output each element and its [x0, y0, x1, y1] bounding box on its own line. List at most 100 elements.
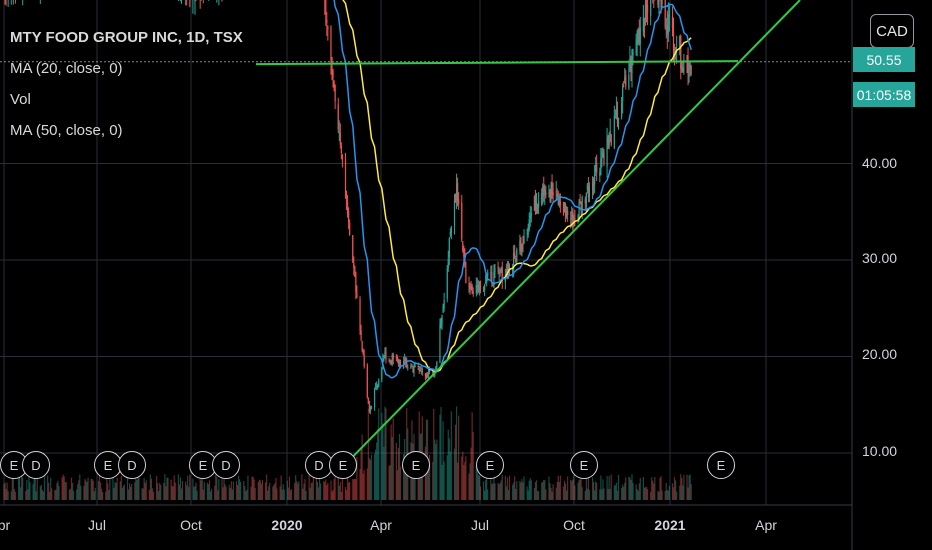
- candle-body: [412, 367, 414, 372]
- volume-bar: [470, 447, 472, 500]
- volume-bar: [564, 483, 567, 500]
- candle-body: [614, 117, 616, 119]
- volume-bar: [63, 476, 65, 500]
- chart-grid: [0, 0, 852, 505]
- x-tick-label: Jul: [471, 517, 489, 533]
- currency-button[interactable]: CAD: [870, 14, 914, 48]
- candle-body: [479, 280, 482, 290]
- volume-bar: [4, 482, 6, 500]
- earnings-event-marker[interactable]: E: [329, 451, 357, 479]
- earnings-event-marker[interactable]: E: [94, 451, 122, 479]
- candle-body: [407, 367, 409, 369]
- dividend-event-marker[interactable]: D: [118, 451, 146, 479]
- volume-bar: [370, 454, 373, 500]
- candle-body: [545, 192, 547, 196]
- volume-bar: [247, 475, 249, 500]
- volume-bar: [250, 486, 252, 500]
- candle-body: [450, 226, 452, 233]
- candle-body: [368, 403, 370, 412]
- volume-bar: [302, 488, 304, 500]
- volume-bar: [673, 477, 676, 500]
- candle-body: [419, 369, 421, 372]
- earnings-event-marker[interactable]: E: [570, 451, 598, 479]
- volume-bar: [686, 474, 688, 500]
- symbol-title[interactable]: MTY FOOD GROUP INC, 1D, TSX: [10, 29, 243, 46]
- volume-bar: [548, 476, 550, 500]
- volume-bar: [41, 490, 44, 500]
- dividend-event-marker[interactable]: D: [212, 451, 240, 479]
- candle-body: [562, 204, 565, 214]
- volume-bar: [354, 478, 356, 500]
- volume-bar: [586, 488, 588, 500]
- uptrend-line: [351, 0, 801, 459]
- dividend-event-marker[interactable]: D: [22, 451, 50, 479]
- candle-body: [661, 0, 663, 4]
- volume-bar: [312, 475, 314, 500]
- candle-body: [637, 29, 639, 45]
- volume-bar: [257, 481, 259, 500]
- candle-body: [527, 226, 529, 235]
- volume-bar: [434, 439, 436, 500]
- volume-bar: [545, 489, 547, 500]
- volume-bar: [455, 406, 458, 500]
- legend-vol[interactable]: Vol: [10, 91, 31, 108]
- volume-bar: [666, 490, 668, 500]
- candle-body: [472, 291, 474, 295]
- candle-body: [660, 0, 662, 8]
- volume-bar: [200, 480, 202, 500]
- candle-body: [352, 235, 354, 263]
- x-tick-label: 2021: [654, 517, 686, 533]
- candle-body: [625, 75, 627, 86]
- volume-bar: [664, 491, 666, 500]
- candle-body: [658, 0, 660, 10]
- candle-body: [645, 3, 648, 10]
- volume-bar: [650, 491, 652, 500]
- volume-bar: [462, 451, 464, 500]
- volume-bar: [267, 490, 269, 500]
- volume-bar: [286, 480, 288, 500]
- volume-bar: [327, 483, 329, 500]
- volume-bar: [567, 476, 569, 500]
- candle-body: [594, 174, 596, 185]
- earnings-event-marker[interactable]: E: [476, 451, 504, 479]
- volume-bar: [676, 491, 678, 500]
- volume-bar: [39, 486, 41, 500]
- volume-bar: [476, 462, 478, 500]
- volume-bar: [585, 477, 587, 500]
- volume-bar: [28, 477, 30, 500]
- volume-bar: [105, 491, 107, 500]
- volume-bar: [151, 488, 154, 500]
- legend-ma20[interactable]: MA (20, close, 0): [10, 60, 123, 77]
- volume-bar: [18, 475, 21, 500]
- legend-ma50[interactable]: MA (50, close, 0): [10, 122, 123, 139]
- volume-bar: [565, 490, 568, 500]
- candle-body: [543, 185, 545, 193]
- volume-bar: [369, 459, 372, 500]
- candle-body: [468, 283, 470, 287]
- candle-body: [666, 25, 668, 36]
- earnings-event-marker[interactable]: E: [402, 451, 430, 479]
- volume-bar: [376, 442, 378, 500]
- volume-bar: [65, 482, 67, 500]
- candle-body: [624, 77, 626, 83]
- candle-body: [556, 193, 558, 198]
- volume-bar: [216, 477, 218, 500]
- candle-body: [646, 4, 649, 14]
- volume-bar: [201, 474, 203, 500]
- volume-bar: [56, 483, 58, 500]
- volume-bar: [177, 474, 179, 500]
- volume-bar: [109, 478, 111, 500]
- candle-body: [520, 237, 522, 251]
- candle-body: [348, 211, 350, 223]
- candle-body: [533, 196, 536, 211]
- volume-bar: [623, 486, 625, 500]
- volume-bar: [534, 482, 537, 500]
- volume-bar: [17, 477, 20, 500]
- candle-body: [426, 374, 429, 376]
- volume-bar: [100, 488, 103, 500]
- earnings-event-marker[interactable]: E: [707, 451, 735, 479]
- candle-body: [334, 84, 336, 102]
- volume-bar: [458, 415, 460, 500]
- candle-body: [476, 285, 478, 288]
